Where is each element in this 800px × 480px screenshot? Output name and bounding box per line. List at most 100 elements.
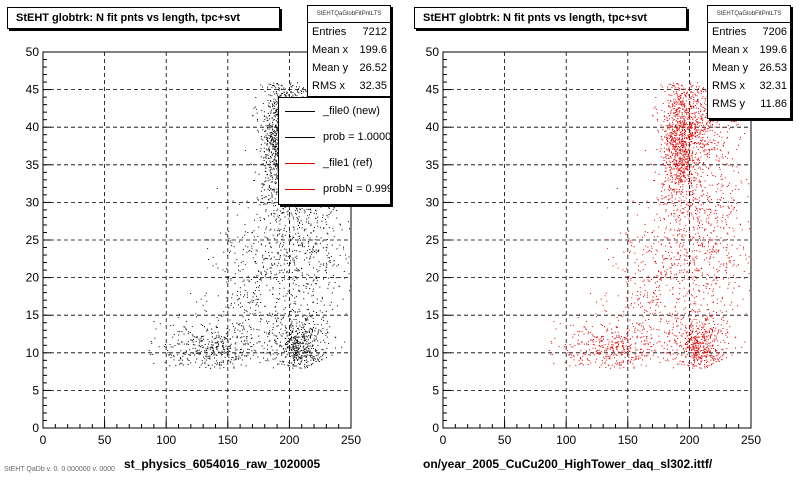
scatter-point xyxy=(256,149,258,151)
scatter-point xyxy=(285,344,286,346)
scatter-point xyxy=(587,359,589,361)
scatter-point xyxy=(284,275,285,277)
scatter-point xyxy=(670,112,672,114)
y-tick-label: 10 xyxy=(26,346,40,360)
scatter-point xyxy=(671,202,673,204)
scatter-point xyxy=(177,354,179,356)
scatter-point xyxy=(270,144,272,146)
scatter-point xyxy=(238,355,240,357)
scatter-point xyxy=(670,84,672,85)
scatter-point xyxy=(715,351,717,352)
scatter-point xyxy=(285,255,287,257)
scatter-point xyxy=(333,236,335,238)
scatter-point xyxy=(680,150,682,152)
scatter-point xyxy=(708,323,710,324)
scatter-point xyxy=(669,330,671,332)
scatter-point xyxy=(228,356,230,358)
scatter-point xyxy=(577,331,579,333)
scatter-point xyxy=(684,154,686,156)
scatter-point xyxy=(685,332,687,334)
scatter-point xyxy=(284,343,286,345)
scatter-point xyxy=(276,173,278,175)
scatter-point xyxy=(653,300,655,302)
scatter-point xyxy=(325,334,327,336)
scatter-point xyxy=(266,162,267,164)
scatter-point xyxy=(628,350,630,352)
scatter-point xyxy=(712,315,714,317)
scatter-point xyxy=(675,259,677,260)
scatter-point xyxy=(307,234,308,236)
scatter-point xyxy=(326,244,328,246)
scatter-point xyxy=(265,271,267,273)
scatter-point xyxy=(614,366,616,368)
scatter-point xyxy=(675,219,676,221)
scatter-point xyxy=(654,171,656,173)
scatter-point xyxy=(329,260,331,262)
scatter-point xyxy=(270,214,272,216)
scatter-point xyxy=(290,356,292,358)
scatter-point xyxy=(199,340,201,342)
scatter-point xyxy=(267,358,269,360)
scatter-point xyxy=(269,179,271,181)
scatter-point xyxy=(694,125,696,127)
scatter-point xyxy=(269,136,271,137)
scatter-point xyxy=(305,338,307,340)
scatter-point xyxy=(711,184,713,186)
scatter-point xyxy=(293,236,295,238)
scatter-point xyxy=(267,128,269,130)
scatter-point xyxy=(251,279,252,280)
scatter-point xyxy=(601,335,603,337)
scatter-point xyxy=(689,137,691,138)
scatter-point xyxy=(702,335,704,337)
scatter-point xyxy=(211,341,213,343)
scatter-point xyxy=(673,205,675,207)
scatter-point xyxy=(216,360,217,362)
scatter-point xyxy=(325,246,327,248)
scatter-point xyxy=(270,176,272,178)
scatter-point xyxy=(265,250,267,252)
scatter-point xyxy=(705,140,707,142)
scatter-point xyxy=(299,364,300,366)
scatter-point xyxy=(226,338,228,340)
scatter-point xyxy=(278,262,280,264)
scatter-point xyxy=(264,165,266,167)
scatter-point xyxy=(635,355,637,357)
scatter-point xyxy=(690,98,692,100)
scatter-point xyxy=(302,87,304,89)
scatter-point xyxy=(704,363,706,365)
scatter-point xyxy=(642,281,644,282)
scatter-point xyxy=(713,359,714,361)
scatter-point xyxy=(703,351,705,353)
scatter-point xyxy=(688,168,690,170)
scatter-point xyxy=(230,302,232,304)
scatter-point xyxy=(615,325,617,327)
scatter-point xyxy=(200,298,202,300)
scatter-point xyxy=(325,266,327,268)
scatter-point xyxy=(316,314,318,316)
scatter-point xyxy=(698,244,700,246)
scatter-point xyxy=(265,196,267,198)
scatter-point xyxy=(260,278,262,280)
scatter-point xyxy=(243,350,244,352)
scatter-point xyxy=(680,97,682,99)
scatter-point xyxy=(273,215,275,217)
scatter-point xyxy=(285,356,287,358)
scatter-point xyxy=(281,246,283,248)
scatter-point xyxy=(717,340,719,342)
scatter-point xyxy=(624,356,626,358)
scatter-point xyxy=(289,310,291,312)
scatter-point xyxy=(316,236,318,238)
scatter-point xyxy=(689,345,690,347)
scatter-point xyxy=(269,353,271,355)
scatter-points xyxy=(548,82,752,369)
scatter-point xyxy=(686,91,688,93)
scatter-point xyxy=(272,288,274,290)
scatter-point xyxy=(216,341,218,343)
scatter-point xyxy=(327,205,329,207)
scatter-point xyxy=(348,273,350,275)
scatter-point xyxy=(283,263,285,265)
scatter-point xyxy=(280,205,282,207)
scatter-point xyxy=(268,333,270,335)
scatter-point xyxy=(709,337,711,338)
scatter-point xyxy=(276,142,278,144)
